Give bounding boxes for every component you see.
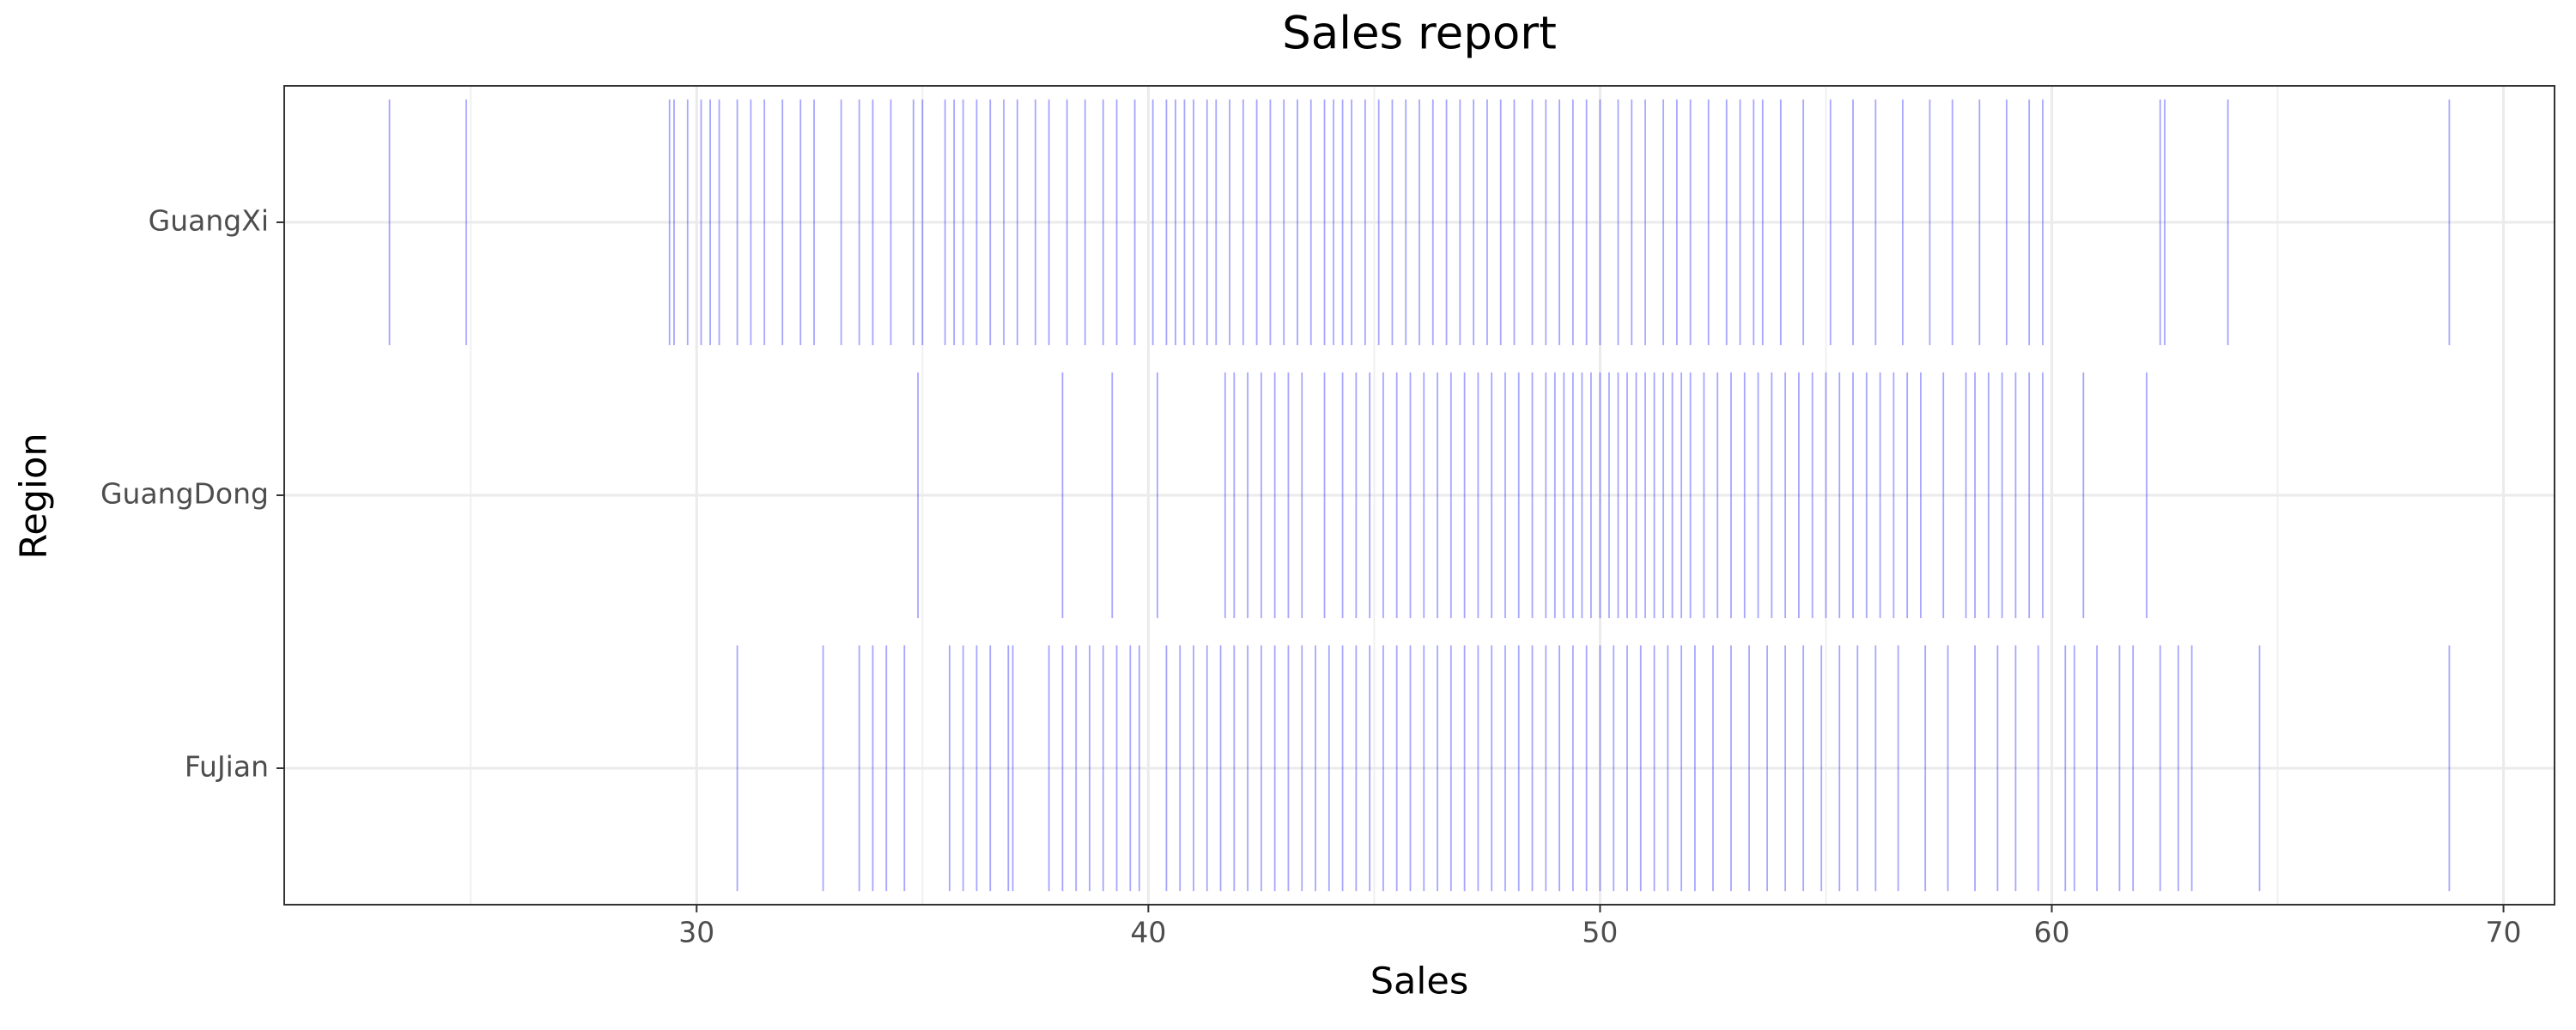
x-tick-label: 40	[1130, 916, 1166, 949]
x-tick-label: 70	[2486, 916, 2522, 949]
chart-title: Sales report	[1282, 8, 1557, 60]
x-tick-label: 50	[1582, 916, 1618, 949]
plot-border	[283, 85, 2555, 906]
y-tick-label: FuJian	[185, 750, 269, 784]
y-tick-label: GuangXi	[149, 204, 269, 238]
x-tick-label: 60	[2033, 916, 2069, 949]
y-axis-title: Region	[13, 433, 56, 559]
x-axis-title: Sales	[1370, 960, 1468, 1003]
x-tick-label: 30	[678, 916, 714, 949]
y-tick-label: GuangDong	[100, 477, 269, 511]
